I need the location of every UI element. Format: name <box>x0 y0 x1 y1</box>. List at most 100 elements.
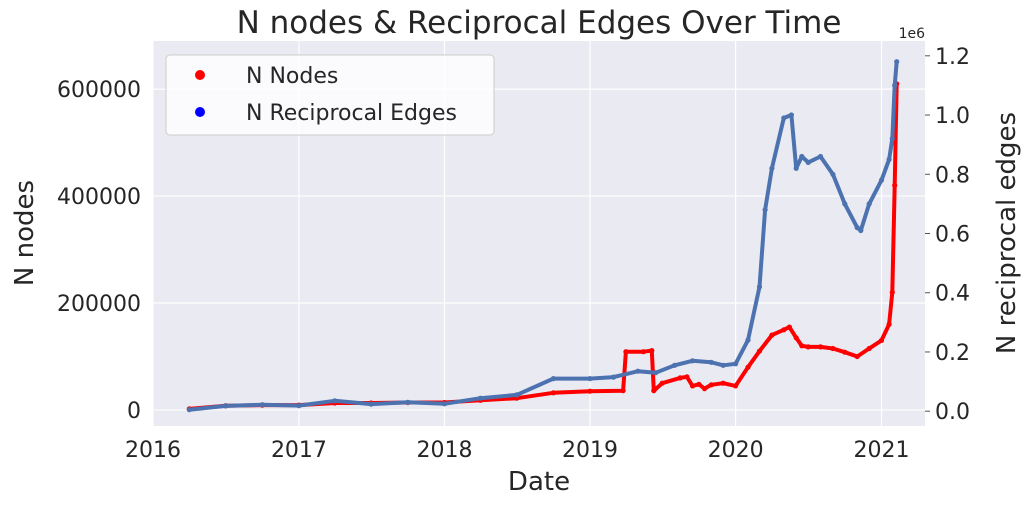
data-point <box>805 159 811 165</box>
data-point <box>733 383 739 389</box>
data-point <box>514 392 520 398</box>
data-point <box>550 390 557 396</box>
data-point <box>894 59 900 65</box>
x-tick-label: 2021 <box>854 438 910 463</box>
data-point <box>858 227 864 234</box>
data-point <box>878 337 885 343</box>
data-point <box>649 348 655 354</box>
data-point <box>886 321 892 327</box>
data-point <box>793 335 799 341</box>
data-point <box>842 349 848 355</box>
data-point <box>441 401 448 407</box>
data-point <box>296 403 302 409</box>
y-right-tick-label: 1.2 <box>935 45 970 70</box>
legend-marker-nodes <box>195 70 205 80</box>
data-point <box>854 353 860 360</box>
data-point <box>799 153 805 160</box>
data-point <box>892 82 898 88</box>
data-point <box>659 380 665 386</box>
data-point <box>651 388 657 394</box>
data-point <box>842 201 848 207</box>
data-point <box>745 364 751 370</box>
data-point <box>587 376 593 382</box>
data-point <box>817 344 824 350</box>
data-point <box>830 345 836 352</box>
chart-title: N nodes & Reciprocal Edges Over Time <box>237 5 842 41</box>
y-right-tick-label: 0.6 <box>935 223 970 248</box>
data-point <box>550 376 557 382</box>
data-point <box>696 381 702 387</box>
y-right-tick-label: 0.4 <box>935 282 970 307</box>
x-axis-label: Date <box>508 467 570 497</box>
y-axis-left-label: N nodes <box>10 180 40 286</box>
x-tick-label: 2017 <box>271 438 327 463</box>
data-point <box>830 171 836 177</box>
data-point <box>720 380 726 386</box>
legend: N Nodes N Reciprocal Edges <box>165 54 495 136</box>
data-point <box>701 386 708 392</box>
ticks: 2016 2017 2018 2019 2020 2021 0 200000 400000 600… <box>57 45 970 463</box>
data-point <box>477 395 483 401</box>
data-point <box>587 388 593 394</box>
data-point <box>756 348 763 354</box>
legend-label-edges: N Reciprocal Edges <box>246 101 457 126</box>
legend-box <box>165 54 495 136</box>
data-point <box>733 361 739 367</box>
data-point <box>223 403 229 409</box>
data-point <box>640 349 647 355</box>
y-left-tick-label: 600000 <box>57 78 141 103</box>
data-point <box>781 327 787 333</box>
data-point <box>786 324 793 330</box>
data-point <box>653 370 659 376</box>
data-point <box>620 388 626 394</box>
y-left-tick-label: 0 <box>127 399 141 424</box>
data-point <box>368 401 374 407</box>
data-point <box>756 284 763 290</box>
data-point <box>259 402 265 408</box>
data-point <box>866 345 872 352</box>
data-point <box>689 358 696 364</box>
data-point <box>817 153 824 160</box>
data-point <box>332 398 338 404</box>
data-point <box>886 156 892 163</box>
data-point <box>623 349 629 355</box>
data-point <box>799 343 805 349</box>
data-point <box>878 177 885 183</box>
data-point <box>745 337 751 343</box>
x-tick-label: 2018 <box>416 438 472 463</box>
x-tick-label: 2016 <box>125 438 181 463</box>
data-point <box>677 375 683 381</box>
data-point <box>611 374 617 380</box>
data-point <box>635 368 641 374</box>
data-point <box>708 382 714 388</box>
data-point <box>762 207 768 213</box>
data-point <box>405 399 411 405</box>
data-point <box>720 362 726 368</box>
data-point <box>854 225 860 231</box>
right-axis-offset-label: 1e6 <box>899 26 926 42</box>
data-point <box>892 182 898 188</box>
data-point <box>805 344 811 350</box>
data-point <box>769 332 775 338</box>
x-tick-label: 2020 <box>708 438 764 463</box>
data-point <box>781 115 787 121</box>
data-point <box>866 201 872 207</box>
series-layer <box>186 59 900 413</box>
data-point <box>684 374 690 380</box>
data-point <box>689 383 696 389</box>
y-right-tick-label: 0.8 <box>935 163 970 188</box>
data-point <box>672 362 678 368</box>
y-right-tick-label: 1.0 <box>935 104 970 129</box>
legend-marker-edges <box>195 107 205 117</box>
y-right-tick-label: 0.2 <box>935 341 970 366</box>
data-point <box>186 407 192 413</box>
data-point <box>889 136 895 142</box>
y-left-tick-label: 200000 <box>57 292 141 317</box>
legend-label-nodes: N Nodes <box>246 64 338 89</box>
y-axis-right-label: N reciprocal edges <box>992 112 1022 354</box>
data-point <box>889 289 895 295</box>
x-tick-label: 2019 <box>562 438 618 463</box>
y-left-tick-label: 400000 <box>57 185 141 210</box>
series-edges <box>186 59 900 413</box>
